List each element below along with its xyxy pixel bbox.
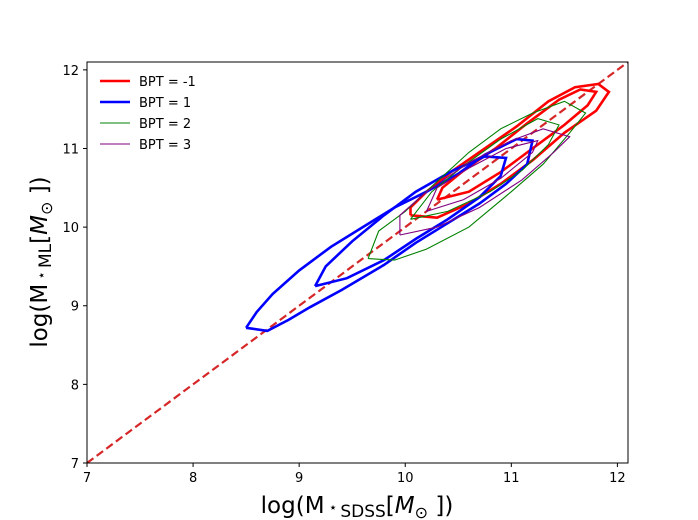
x-label-close: ]) bbox=[428, 493, 453, 519]
x-label-star: ⋆ bbox=[329, 500, 338, 516]
x-tick-label: 11 bbox=[503, 471, 520, 486]
legend-label: BPT = -1 bbox=[139, 75, 196, 90]
contour-line bbox=[409, 82, 611, 220]
contour-line bbox=[399, 128, 571, 236]
y-label-open: [ bbox=[27, 235, 53, 244]
legend-label: BPT = 1 bbox=[139, 96, 191, 111]
y-tick-label: 12 bbox=[62, 64, 79, 79]
contour-layer bbox=[245, 82, 611, 333]
x-label-base: log(M bbox=[261, 493, 325, 519]
series-4-contours bbox=[399, 128, 571, 236]
plot-frame bbox=[86, 61, 629, 464]
one-to-one-layer bbox=[87, 62, 628, 463]
y-tick-label: 11 bbox=[62, 142, 79, 157]
y-label-sun: ⊙ bbox=[37, 202, 56, 215]
series-2-contours bbox=[245, 137, 535, 333]
y-tick-label: 10 bbox=[62, 221, 79, 236]
contour-line bbox=[313, 155, 508, 288]
x-label-open: [ bbox=[386, 493, 395, 519]
y-label-base: log(M bbox=[27, 284, 53, 348]
y-label-close: ]) bbox=[27, 176, 53, 201]
contour-line bbox=[425, 139, 539, 212]
x-tick-label: 12 bbox=[609, 471, 626, 486]
x-tick-label: 7 bbox=[83, 471, 91, 486]
ticks-layer: 7 8 9 10 11 12 7 8 9 10 11 12 bbox=[62, 64, 625, 486]
x-tick-label: 9 bbox=[295, 471, 303, 486]
x-tick-label: 10 bbox=[397, 471, 414, 486]
y-label-star: ⋆ bbox=[34, 271, 50, 280]
y-tick-label: 7 bbox=[71, 457, 79, 472]
y-label-mvar: M bbox=[27, 215, 53, 235]
legend: BPT = -1 BPT = 1 BPT = 2 BPT = 3 bbox=[100, 75, 196, 153]
legend-label: BPT = 3 bbox=[139, 138, 191, 153]
one-to-one-line bbox=[87, 62, 628, 463]
x-label-sun: ⊙ bbox=[415, 503, 428, 520]
y-label-sub: ML bbox=[36, 243, 56, 268]
y-axis-label: log(M ⋆ ML[M⊙ ]) bbox=[27, 176, 56, 347]
x-label-sub: SDSS bbox=[340, 502, 385, 520]
contour-line bbox=[245, 137, 535, 333]
x-tick-label: 8 bbox=[189, 471, 197, 486]
y-tick-label: 8 bbox=[71, 378, 79, 393]
contour-line bbox=[410, 118, 560, 220]
x-axis-label: log(M ⋆ SDSS[M⊙ ]) bbox=[261, 493, 454, 520]
y-tick-label: 9 bbox=[71, 300, 79, 315]
legend-label: BPT = 2 bbox=[139, 117, 191, 132]
x-label-mvar: M bbox=[395, 493, 415, 519]
